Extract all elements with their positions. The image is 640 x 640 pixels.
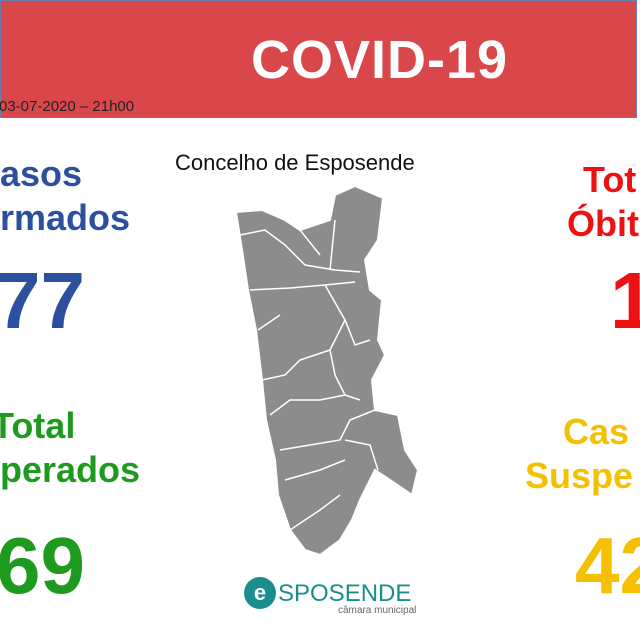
label: asos rmados [0, 152, 130, 240]
logo-name: SPOSENDE [278, 580, 411, 607]
label: Total perados [0, 404, 140, 492]
label-line: asos [0, 153, 83, 194]
label: Tot Óbit [567, 158, 639, 246]
logo-mark [244, 577, 276, 609]
label-line: Suspe [525, 455, 634, 496]
border [239, 219, 379, 531]
header: COVID-19 03-07-2020 – 21h00 [0, 0, 637, 118]
map-title: Concelho de Esposende [175, 150, 415, 175]
logo-sub: câmara municipal [338, 605, 416, 616]
label-line: Cas [563, 411, 630, 452]
title: COVID-19 [251, 30, 509, 90]
value: 69 [0, 521, 85, 610]
value: 42 [575, 521, 640, 610]
label-line: rmados [0, 197, 131, 238]
label-line: Total [0, 405, 76, 446]
label: Cas Suspe [525, 410, 633, 498]
label-line: Tot [583, 159, 637, 200]
label-line: perados [0, 449, 141, 490]
value: 77 [0, 256, 85, 345]
label-line: Óbit [567, 203, 639, 244]
value: 1 [610, 256, 640, 345]
date: 03-07-2020 – 21h00 [0, 98, 135, 115]
logo-letter: e [254, 580, 266, 605]
region [234, 184, 420, 557]
